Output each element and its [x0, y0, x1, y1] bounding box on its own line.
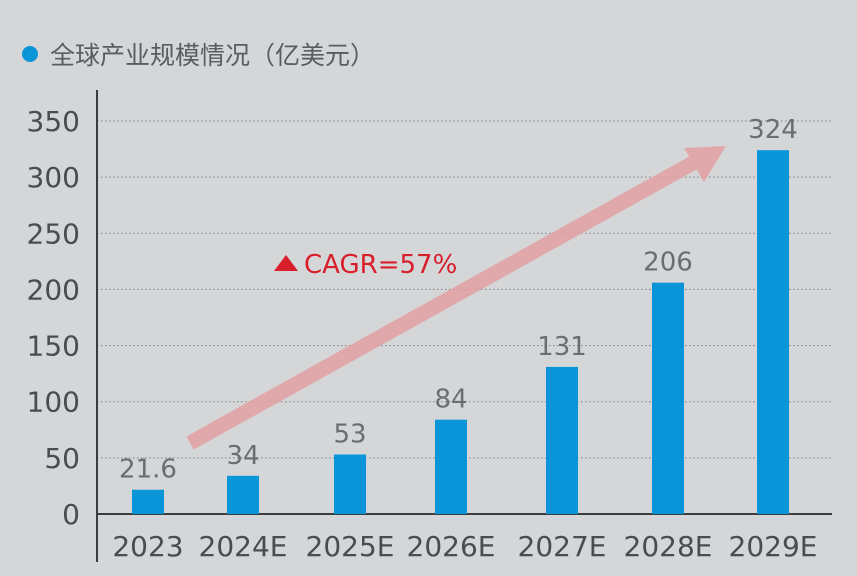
legend-label: 全球产业规模情况（亿美元）	[50, 41, 376, 70]
y-tick-label: 350	[27, 105, 80, 138]
bar	[334, 454, 366, 514]
cagr-triangle-icon	[274, 255, 298, 271]
bar	[435, 419, 467, 514]
bar	[652, 282, 684, 514]
x-tick-label: 2023	[112, 530, 183, 563]
value-label: 53	[333, 419, 366, 449]
value-label: 34	[226, 441, 259, 471]
y-tick-label: 50	[44, 442, 80, 475]
value-label: 84	[434, 385, 467, 415]
value-label: 206	[643, 248, 693, 278]
x-tick-label: 2027E	[518, 530, 607, 563]
trend-arrow	[186, 146, 726, 450]
y-tick-label: 150	[27, 330, 80, 363]
cagr-annotation: CAGR=57%	[304, 250, 457, 280]
x-tick-label: 2025E	[306, 530, 395, 563]
value-label: 131	[537, 332, 587, 362]
bar	[227, 475, 259, 514]
value-label: 324	[748, 115, 798, 145]
bar	[546, 366, 578, 514]
x-tick-label: 2028E	[624, 530, 713, 563]
y-tick-label: 200	[27, 273, 80, 306]
bar	[132, 489, 164, 514]
bar	[757, 150, 789, 515]
x-tick-label: 2026E	[407, 530, 496, 563]
y-tick-label: 300	[27, 161, 80, 194]
trend-arrow-shaft	[186, 152, 704, 450]
x-tick-label: 2024E	[199, 530, 288, 563]
legend-swatch	[22, 46, 38, 62]
legend: 全球产业规模情况（亿美元）	[22, 36, 375, 72]
value-label: 21.6	[119, 455, 177, 485]
y-tick-label: 0	[62, 498, 80, 531]
trend-arrow-head	[684, 146, 726, 182]
x-tick-label: 2029E	[729, 530, 818, 563]
y-tick-label: 250	[27, 217, 80, 250]
y-tick-label: 100	[27, 386, 80, 419]
